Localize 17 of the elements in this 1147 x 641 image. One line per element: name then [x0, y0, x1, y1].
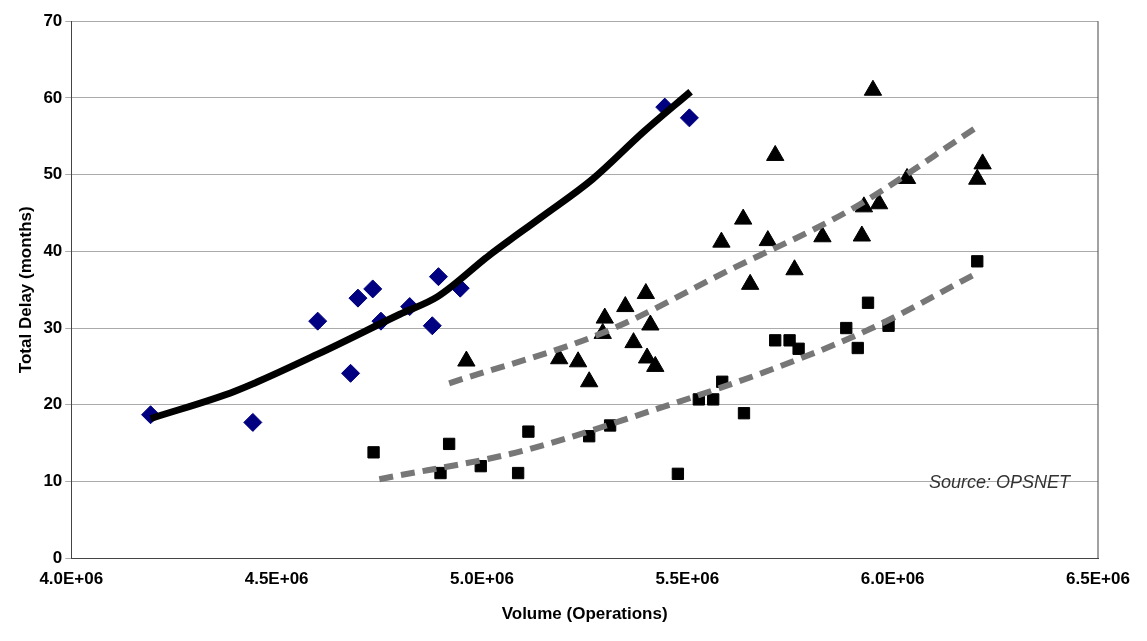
y-tick-label: 50: [43, 164, 63, 184]
x-axis-title: Volume (Operations): [501, 604, 668, 624]
y-tick-label: 40: [43, 241, 63, 261]
annotation: Source: OPSNET: [928, 472, 1072, 493]
y-axis-title: Total Delay (months): [15, 206, 35, 374]
x-tick-label: 6.0E+06: [860, 569, 925, 589]
y-tick-label: 10: [43, 471, 63, 491]
y-tick-label: 30: [43, 317, 63, 337]
y-tick-label: 20: [43, 394, 63, 414]
x-tick-label: 4.5E+06: [244, 569, 309, 589]
x-tick-label: 4.0E+06: [39, 569, 104, 589]
x-tick-label: 5.0E+06: [450, 569, 514, 589]
y-tick-label: 70: [43, 10, 63, 30]
y-tick-label: 0: [52, 547, 63, 567]
y-tick-label: 60: [43, 87, 63, 107]
x-tick-label: 5.5E+06: [655, 569, 720, 589]
x-tick-label: 6.5E+06: [1066, 569, 1130, 589]
